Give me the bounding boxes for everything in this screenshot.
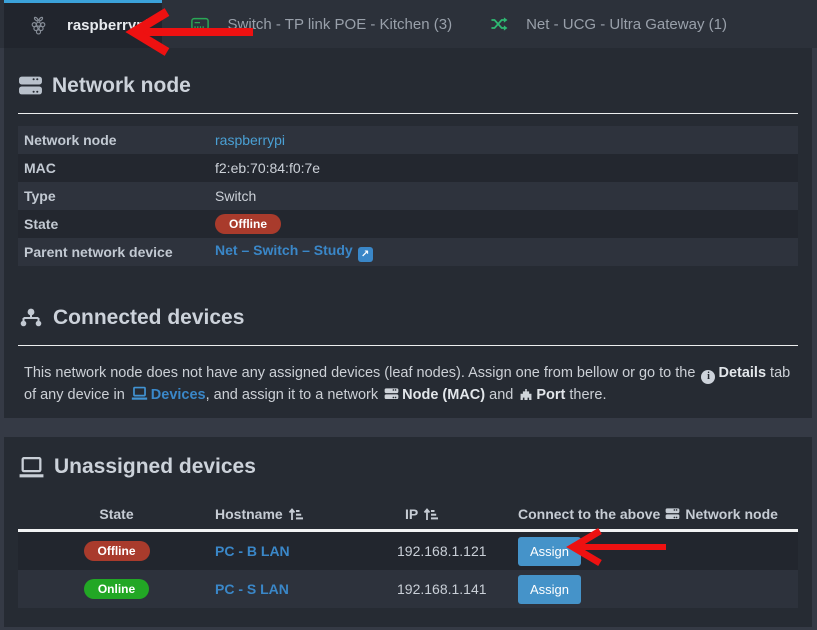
tab-bar: raspberrypi Switch - TP link POE - Kitch…	[0, 0, 817, 48]
tab-raspberrypi[interactable]: raspberrypi	[4, 0, 162, 48]
status-badge: Offline	[215, 214, 281, 234]
ip-column-header[interactable]: IP	[397, 506, 518, 522]
tab-label: raspberrypi	[67, 17, 150, 34]
hostname-link[interactable]: PC - S LAN	[215, 581, 289, 597]
unassigned-devices-panel: Unassigned devices State Hostname IP	[4, 437, 812, 627]
table-row: Network node raspberrypi	[18, 126, 798, 154]
status-badge: Online	[83, 579, 150, 599]
table-row: State Offline	[18, 210, 798, 238]
parent-device-link[interactable]: Net – Switch – Study	[215, 242, 353, 258]
server-stack-icon	[384, 387, 399, 401]
divider	[18, 345, 798, 346]
table-row: MAC f2:eb:70:84:f0:7e	[18, 154, 798, 182]
row-label: Parent network device	[24, 244, 173, 260]
port-label: Port	[536, 387, 566, 403]
header-label: Network node	[685, 506, 778, 522]
server-stack-icon	[18, 75, 43, 97]
section-title: Unassigned devices	[54, 455, 256, 478]
tab-net-gateway[interactable]: Net - UCG - Ultra Gateway (1)	[476, 0, 741, 48]
ip-value: 192.168.1.141	[397, 581, 487, 597]
node-name-link[interactable]: raspberrypi	[215, 132, 286, 148]
hostname-column-header[interactable]: Hostname	[215, 506, 397, 522]
message-text: tab of any device in	[24, 365, 791, 403]
hostname-link[interactable]: PC - B LAN	[215, 543, 290, 559]
row-label: Type	[24, 188, 56, 204]
sort-icon[interactable]	[423, 507, 439, 521]
no-devices-message: This network node does not have any assi…	[24, 362, 798, 406]
network-switch-icon	[190, 15, 210, 33]
tab-label: Switch - TP link POE - Kitchen (3)	[227, 15, 453, 33]
header-label: IP	[405, 506, 419, 522]
shuffle-icon	[490, 16, 508, 32]
mac-value: f2:eb:70:84:f0:7e	[215, 160, 321, 176]
table-header-divider	[18, 529, 798, 532]
raspberry-pi-icon	[30, 16, 47, 35]
message-text: there.	[565, 387, 607, 403]
section-title: Network node	[52, 74, 191, 97]
external-link-icon[interactable]: ↗	[357, 247, 373, 262]
node-mac-label: Node (MAC)	[402, 387, 486, 403]
unassigned-table-header: State Hostname IP	[18, 501, 798, 527]
header-label: Connect to the above	[518, 506, 661, 522]
ip-value: 192.168.1.121	[397, 543, 487, 559]
status-badge: Offline	[83, 541, 150, 561]
tab-switch-kitchen[interactable]: Switch - TP link POE - Kitchen (3)	[176, 0, 467, 48]
assign-button[interactable]: Assign	[518, 536, 582, 566]
connected-devices-heading: Connected devices	[18, 304, 798, 332]
network-node-heading: Network node	[18, 72, 798, 100]
header-label: Hostname	[215, 506, 283, 522]
laptop-icon	[131, 386, 148, 401]
header-label: State	[99, 506, 134, 522]
table-row: Offline PC - B LAN 192.168.1.121 Assign	[18, 532, 798, 570]
table-row: Type Switch	[18, 182, 798, 210]
state-column-header: State	[18, 506, 215, 522]
unassigned-devices-heading: Unassigned devices	[18, 453, 798, 481]
sitemap-icon	[18, 307, 44, 329]
type-value: Switch	[215, 188, 257, 204]
network-node-panel: Network node Network node raspberrypi MA…	[4, 48, 812, 418]
divider	[18, 113, 798, 114]
message-text: This network node does not have any assi…	[24, 365, 700, 381]
server-stack-icon	[665, 507, 680, 521]
connect-column-header: Connect to the above Network node	[518, 506, 798, 522]
laptop-icon	[18, 456, 45, 479]
message-text: and	[485, 387, 518, 403]
devices-link[interactable]: Devices	[150, 387, 206, 403]
row-label: Network node	[24, 132, 117, 148]
ethernet-port-icon	[519, 388, 533, 401]
assign-button[interactable]: Assign	[518, 574, 582, 604]
table-row: Online PC - S LAN 192.168.1.141 Assign	[18, 570, 798, 608]
node-details-table: Network node raspberrypi MAC f2:eb:70:84…	[18, 126, 798, 266]
row-label: MAC	[24, 160, 56, 176]
sort-icon[interactable]	[288, 507, 303, 521]
row-label: State	[24, 216, 59, 232]
details-label: Details	[718, 365, 767, 381]
section-title: Connected devices	[53, 306, 245, 329]
info-icon: i	[701, 370, 716, 384]
table-row: Parent network device Net – Switch – Stu…	[18, 238, 798, 266]
tab-label: Net - UCG - Ultra Gateway (1)	[526, 15, 727, 33]
message-text: , and assign it to a network	[205, 387, 383, 403]
